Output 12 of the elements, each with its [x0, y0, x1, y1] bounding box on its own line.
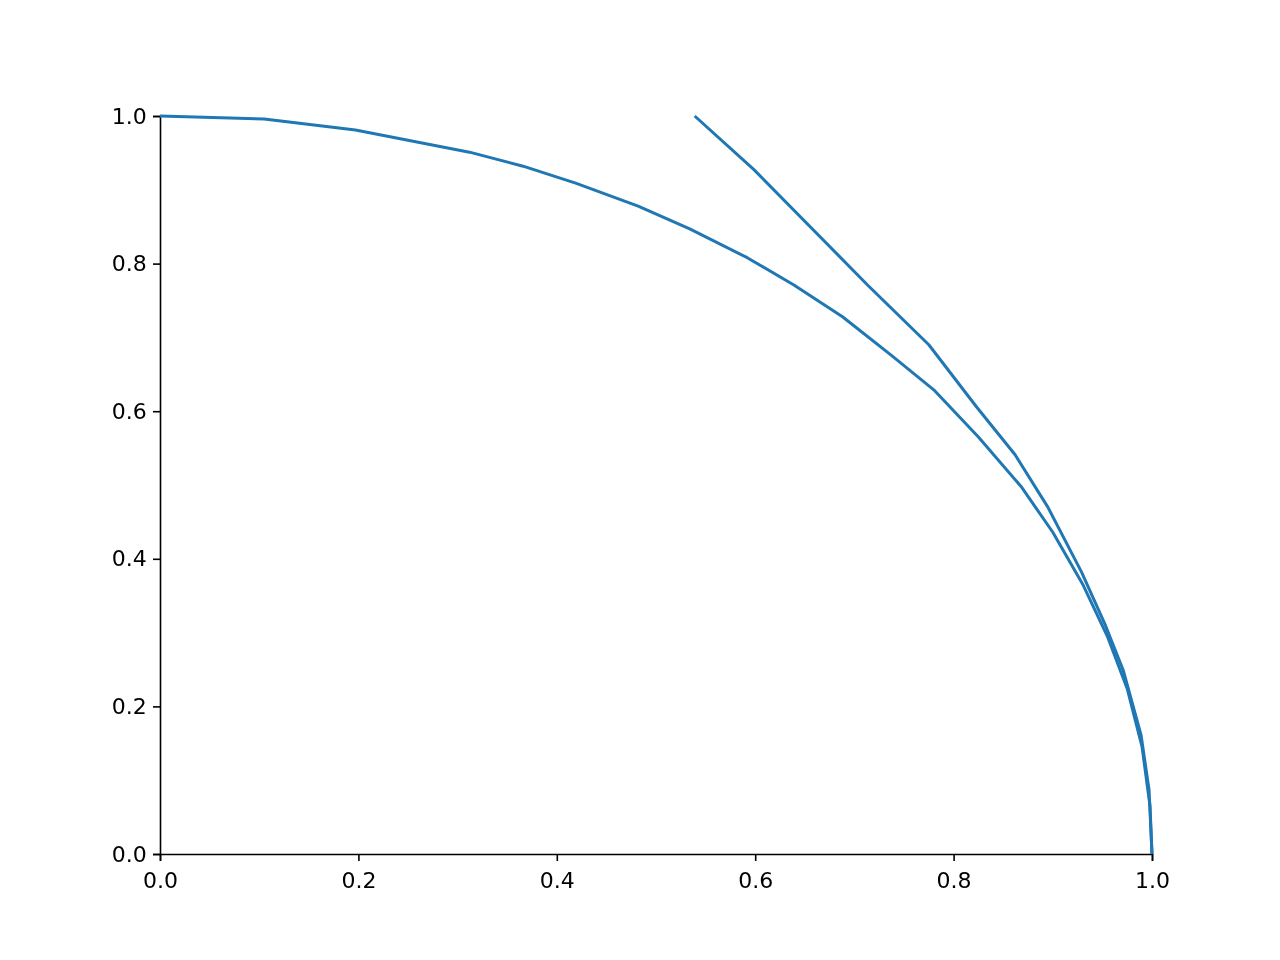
x-tick-label: 0.6 [738, 868, 774, 894]
y-tick-label: 0.2 [111, 693, 147, 719]
x-tick-label: 0.0 [143, 868, 178, 894]
y-tick-label: 0.0 [111, 841, 147, 867]
x-tick-label: 1.0 [1135, 868, 1170, 894]
y-tick-label: 0.6 [111, 398, 147, 424]
y-tick-label: 0.4 [111, 546, 147, 572]
x-tick-label: 0.8 [936, 868, 972, 894]
y-tick-label: 1.0 [111, 103, 147, 129]
x-tick-label: 0.2 [341, 868, 377, 894]
x-tick-label: 0.4 [539, 868, 575, 894]
y-tick-label: 0.8 [111, 251, 147, 277]
